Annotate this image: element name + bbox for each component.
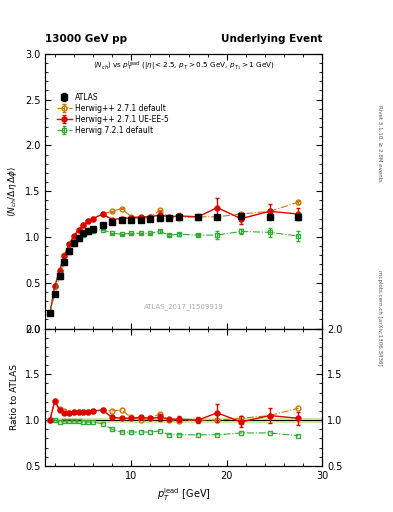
Bar [45,418,322,422]
Y-axis label: $\langle N_{ch}/ \Delta\eta\,\Delta\phi\rangle$: $\langle N_{ch}/ \Delta\eta\,\Delta\phi\… [6,165,19,217]
Legend: ATLAS, Herwig++ 2.7.1 default, Herwig++ 2.7.1 UE-EE-5, Herwig 7.2.1 default: ATLAS, Herwig++ 2.7.1 default, Herwig++ … [55,91,171,137]
X-axis label: $p_T^{\rm lead}$ [GeV]: $p_T^{\rm lead}$ [GeV] [157,486,211,503]
Text: Rivet 3.1.10, ≥ 2.8M events: Rivet 3.1.10, ≥ 2.8M events [377,105,382,182]
Text: mcplots.cern.ch [arXiv:1306.3436]: mcplots.cern.ch [arXiv:1306.3436] [377,270,382,365]
Text: 13000 GeV pp: 13000 GeV pp [45,33,127,44]
Text: Underlying Event: Underlying Event [221,33,322,44]
Y-axis label: Ratio to ATLAS: Ratio to ATLAS [10,364,19,430]
Text: ATLAS_2017_I1509919: ATLAS_2017_I1509919 [144,303,224,310]
Text: $\langle N_{ch}\rangle$ vs $p_T^{\rm lead}$ ($|\eta| < 2.5,\, p_T > 0.5$ GeV$,\,: $\langle N_{ch}\rangle$ vs $p_T^{\rm lea… [93,59,275,73]
